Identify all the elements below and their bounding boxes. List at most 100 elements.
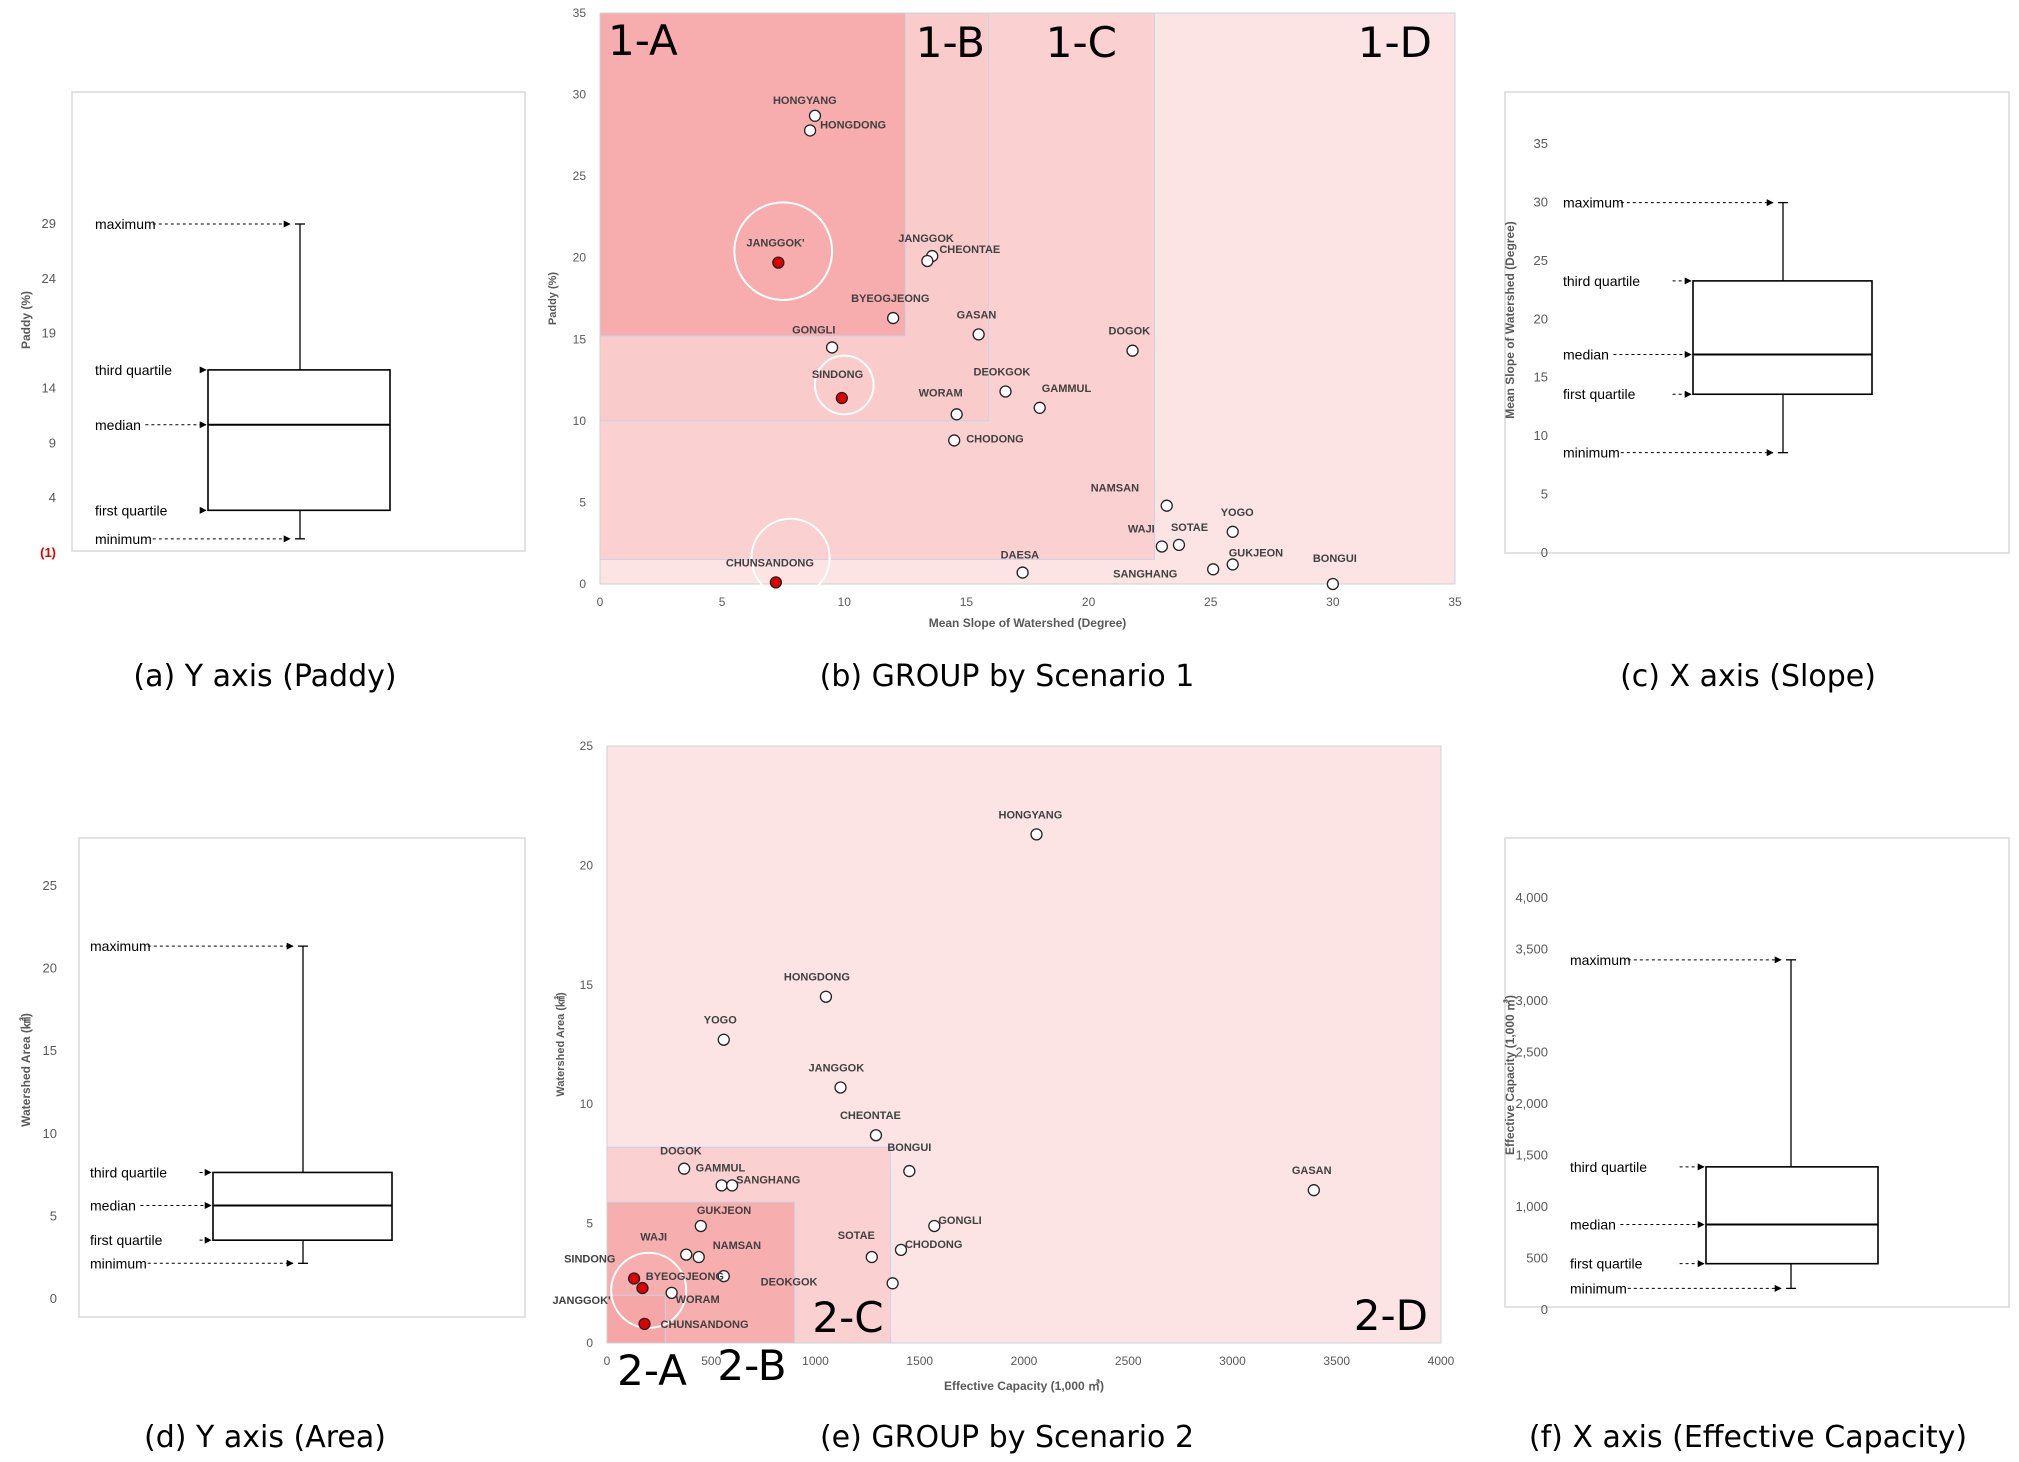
point-label: SINDONG xyxy=(564,1254,615,1266)
point-label: SOTAE xyxy=(1171,522,1208,534)
x-axis-title: Mean Slope of Watershed (Degree) xyxy=(929,616,1127,630)
data-point-gasan xyxy=(1307,1184,1320,1197)
plot-frame xyxy=(78,837,526,1318)
point-label: JANGGOK xyxy=(809,1062,865,1074)
y-tick-label: 2,000 xyxy=(1515,1096,1548,1111)
data-point-hongdong xyxy=(819,990,833,1003)
y-tick-label: 29 xyxy=(42,216,56,231)
y-tick-label: 19 xyxy=(42,326,56,341)
y-axis-title: Mean Slope of Watershed (Degree) xyxy=(1503,221,1517,419)
annotation-minimum: minimum xyxy=(90,1255,147,1271)
annotation-first-quartile: first quartile xyxy=(95,502,168,518)
point-label: GONGLI xyxy=(938,1215,981,1227)
data-point-janggok xyxy=(834,1081,847,1094)
point-label: CHUNSANDONG xyxy=(661,1319,749,1331)
point-label: JANGGOK' xyxy=(552,1295,611,1307)
data-point-sotae xyxy=(865,1250,878,1264)
data-point-sanghang xyxy=(725,1179,739,1192)
boxplot-a: (1) 4 9 14 19 24 29 Paddy (%) maximum third quart… xyxy=(19,91,526,694)
point-label: WORAM xyxy=(919,387,963,399)
y-tick-label: 14 xyxy=(42,380,56,395)
annotation-minimum: minimum xyxy=(95,531,152,547)
data-point-namsan xyxy=(1160,499,1173,512)
point-label: BONGUI xyxy=(887,1142,931,1154)
boxplot-d: 0 5 10 15 20 25 Watershed Area (㎢) maximum third… xyxy=(18,837,526,1455)
point-label: DEOKGOK xyxy=(761,1276,818,1288)
y-tick-label: 15 xyxy=(1534,370,1548,385)
figure-caption: (e) GROUP by Scenario 2 xyxy=(820,1420,1194,1455)
y-tick-label: 5 xyxy=(50,1208,57,1223)
y-tick-label: 10 xyxy=(573,414,587,428)
point-label: GUKJEON xyxy=(697,1205,751,1217)
highlight-circle xyxy=(750,517,831,598)
point-label: WAJI xyxy=(1128,523,1155,535)
x-axis-title: Effective Capacity (1,000 ㎥) xyxy=(944,1378,1104,1393)
point-label: CHODONG xyxy=(966,433,1023,445)
data-point-gukjeon xyxy=(1226,558,1239,571)
point-label: DAESA xyxy=(1001,550,1040,562)
point-label: GASAN xyxy=(957,309,997,321)
annotation-median: median xyxy=(90,1197,136,1213)
plot-frame xyxy=(71,91,526,552)
x-tick-label: 0 xyxy=(604,1354,611,1368)
y-tick-label: 15 xyxy=(43,1043,57,1058)
x-tick-label: 4000 xyxy=(1428,1354,1455,1368)
annotation-first-quartile: first quartile xyxy=(1570,1256,1643,1272)
y-tick-label: 9 xyxy=(49,435,56,450)
y-tick-label: 0 xyxy=(1541,1302,1548,1317)
data-point-gongli xyxy=(825,341,839,354)
annotation-first-quartile: first quartile xyxy=(1563,386,1636,402)
data-point-sindong xyxy=(627,1272,641,1285)
y-tick-label: 2,500 xyxy=(1515,1045,1548,1060)
y-tick-label: 35 xyxy=(1534,136,1548,151)
point-label: JANGGOK xyxy=(898,233,954,245)
data-point-deokgok xyxy=(886,1277,899,1290)
point-label: SOTAE xyxy=(838,1230,875,1242)
y-tick-label: 30 xyxy=(1534,194,1548,209)
group-label-1-a: 1-A xyxy=(608,16,678,65)
figure-caption: (c) X axis (Slope) xyxy=(1620,659,1876,694)
data-point-waji xyxy=(680,1248,693,1261)
figure-caption: (d) Y axis (Area) xyxy=(144,1420,386,1455)
point-label: CHODONG xyxy=(905,1239,962,1251)
y-tick-label: 25 xyxy=(1534,253,1548,268)
plot-frame xyxy=(1504,91,2010,554)
scatter-e: 2-D 2-C 2-B 2-A 0 500 1000 1500 2000 2500 3000 3500… xyxy=(552,739,1454,1455)
y-tick-label: 1,000 xyxy=(1515,1199,1548,1214)
x-tick-label: 1500 xyxy=(906,1354,933,1368)
data-point-chunsandong xyxy=(769,576,783,589)
boxplot-c: 0 5 10 15 20 25 30 35 Mean Slope of Watershed (D… xyxy=(1503,91,2010,694)
annotation-median: median xyxy=(1570,1217,1616,1233)
x-tick-label: 500 xyxy=(701,1354,721,1368)
x-tick-label: 3500 xyxy=(1323,1354,1350,1368)
y-tick-label: 5 xyxy=(586,1217,593,1231)
point-label: BONGUI xyxy=(1313,553,1357,565)
y-tick-label: 3,000 xyxy=(1515,993,1548,1008)
data-point-gongli xyxy=(928,1219,941,1233)
highlight-circle xyxy=(733,201,834,302)
data-point-woram xyxy=(665,1286,678,1300)
x-tick-label: 20 xyxy=(1082,595,1096,609)
point-label: GAMMUL xyxy=(696,1162,746,1174)
data-point-gammul xyxy=(1033,401,1046,414)
x-tick-label: 35 xyxy=(1448,595,1462,609)
point-label: BYEOGJEONG xyxy=(646,1271,724,1283)
point-label: YOGO xyxy=(704,1015,737,1027)
y-tick-label: 0 xyxy=(586,1336,593,1350)
y-tick-label: 20 xyxy=(1534,311,1548,326)
point-label: DEOKGOK xyxy=(974,366,1031,378)
group-label-2-c: 2-C xyxy=(812,1293,883,1342)
point-label: GONGLI xyxy=(792,324,835,336)
data-point-janggok-prime xyxy=(636,1281,649,1295)
y-tick-label: 20 xyxy=(580,858,594,872)
y-tick-label: 25 xyxy=(43,878,57,893)
x-tick-label: 3000 xyxy=(1219,1354,1246,1368)
group-region-2-a xyxy=(606,1294,666,1344)
data-point-daesa xyxy=(1016,566,1029,579)
group-label-2-a: 2-A xyxy=(617,1346,687,1395)
y-axis-title: Watershed Area (㎢) xyxy=(553,992,567,1097)
iqr-box xyxy=(1705,1166,1879,1265)
y-tick-label: 5 xyxy=(1541,487,1548,502)
point-label: HONGYANG xyxy=(773,95,837,107)
